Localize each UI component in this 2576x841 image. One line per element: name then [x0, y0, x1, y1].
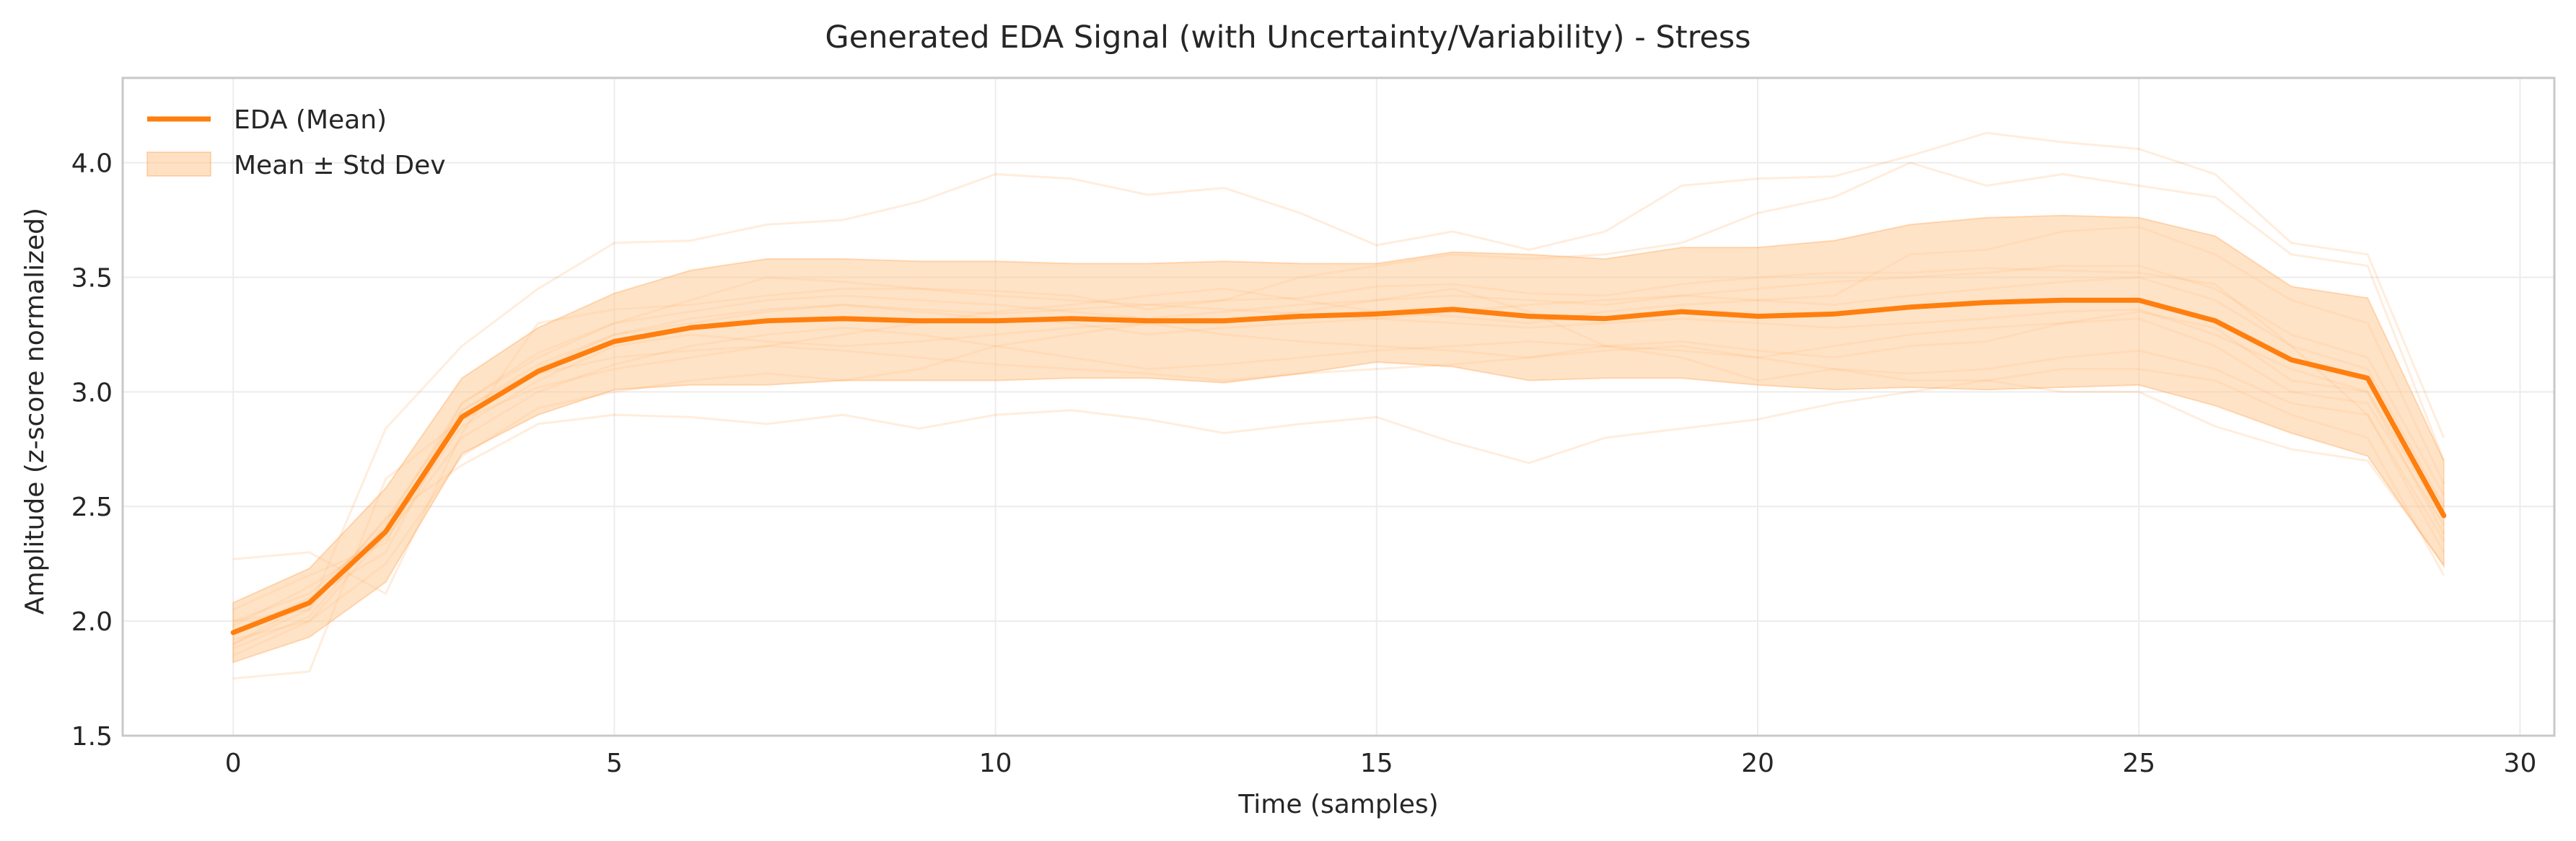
legend-mean-label: EDA (Mean): [234, 105, 387, 135]
y-tick-label: 2.0: [71, 607, 113, 637]
x-tick-label: 25: [2122, 749, 2155, 778]
sample-line: [232, 131, 2445, 646]
x-axis-label: Time (samples): [1237, 790, 1438, 819]
legend-band-swatch: [146, 151, 211, 177]
y-tick-label: 1.5: [71, 722, 113, 752]
y-tick-label: 3.0: [71, 378, 113, 408]
std-dev-band-layer: [232, 214, 2445, 664]
x-tick-label: 20: [1741, 749, 1774, 778]
chart-title: Generated EDA Signal (with Uncertainty/V…: [825, 19, 1751, 56]
x-tick-label: 5: [606, 749, 623, 778]
x-tick-label: 30: [2504, 749, 2537, 778]
mean-line-layer: [230, 297, 2447, 635]
x-tick-label: 10: [979, 749, 1012, 778]
legend: EDA (Mean) Mean ± Std Dev: [146, 105, 446, 180]
y-axis-ticks: 1.5 2.0 2.5 3.0 3.5 4.0: [71, 149, 113, 752]
mean-line: [230, 297, 2447, 635]
x-tick-label: 0: [225, 749, 242, 778]
x-axis-ticks: 0 5 10 15 20 25 30: [225, 749, 2537, 778]
y-tick-label: 4.0: [71, 149, 113, 179]
y-tick-label: 3.5: [71, 263, 113, 293]
legend-band-label: Mean ± Std Dev: [234, 151, 446, 180]
std-dev-band: [232, 214, 2445, 664]
x-tick-label: 15: [1360, 749, 1393, 778]
y-axis-label: Amplitude (z-score normalized): [20, 208, 50, 615]
plot-frame: [121, 76, 2556, 737]
y-tick-label: 2.5: [71, 493, 113, 522]
